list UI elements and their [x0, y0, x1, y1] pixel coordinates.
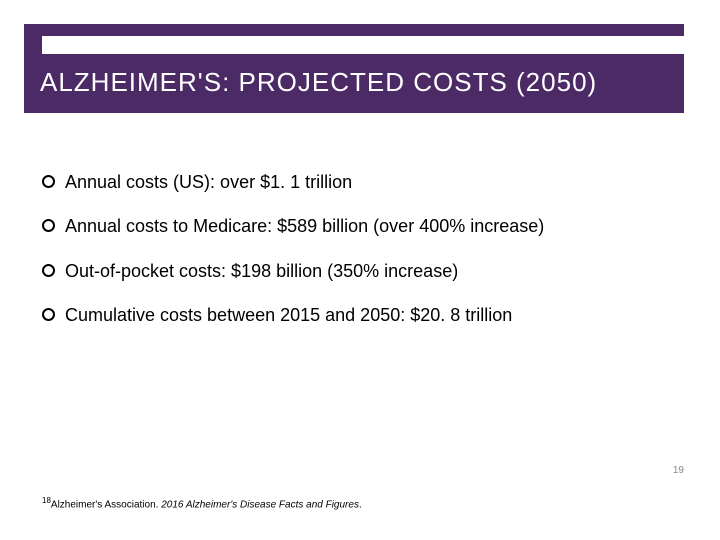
footnote-source: Alzheimer's Association. [51, 499, 161, 510]
slide-title: ALZHEIMER'S: PROJECTED COSTS (2050) [40, 66, 668, 99]
bullet-text: Out-of-pocket costs: $198 billion (350% … [65, 259, 672, 283]
bullet-icon [42, 219, 55, 232]
footnote-title: 2016 Alzheimer's Disease Facts and Figur… [161, 499, 359, 510]
bullet-text: Cumulative costs between 2015 and 2050: … [65, 303, 672, 327]
title-band: ALZHEIMER'S: PROJECTED COSTS (2050) [24, 54, 684, 113]
page-number: 19 [673, 465, 684, 476]
bullet-text: Annual costs (US): over $1. 1 trillion [65, 170, 672, 194]
list-item: Annual costs (US): over $1. 1 trillion [42, 170, 672, 194]
footnote-ref: 18 [42, 496, 51, 505]
accent-bar-top [42, 24, 684, 36]
bullet-icon [42, 264, 55, 277]
bullet-list: Annual costs (US): over $1. 1 trillion A… [42, 170, 672, 347]
list-item: Annual costs to Medicare: $589 billion (… [42, 214, 672, 238]
list-item: Out-of-pocket costs: $198 billion (350% … [42, 259, 672, 283]
bullet-icon [42, 175, 55, 188]
bullet-icon [42, 308, 55, 321]
accent-block-left [24, 24, 42, 54]
footnote: 18Alzheimer's Association. 2016 Alzheime… [42, 496, 362, 510]
footnote-tail: . [359, 499, 362, 510]
list-item: Cumulative costs between 2015 and 2050: … [42, 303, 672, 327]
bullet-text: Annual costs to Medicare: $589 billion (… [65, 214, 672, 238]
